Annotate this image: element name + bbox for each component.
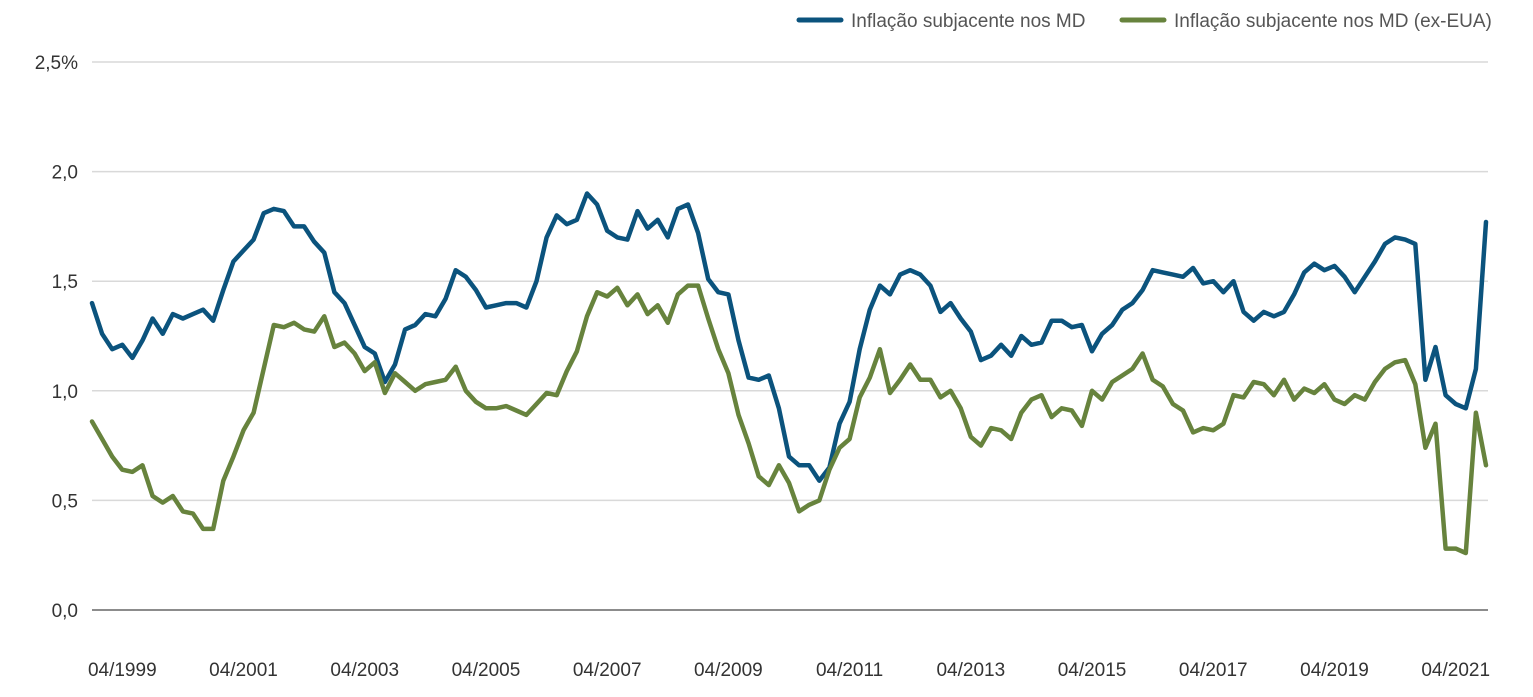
y-tick-label: 1,5 [52, 272, 78, 293]
y-tick-label: 1,0 [52, 382, 78, 403]
x-tick-label: 04/2007 [573, 660, 642, 681]
series-line-md-ex-us [89, 283, 1489, 556]
legend-item-md-ex-us[interactable]: Inflação subjacente nos MD (ex-EUA) [1119, 11, 1492, 32]
x-tick-label: 04/2003 [330, 660, 399, 681]
x-tick-label: 04/1999 [88, 660, 157, 681]
y-tick-label: 0,5 [52, 491, 78, 512]
x-tick-label: 04/2005 [452, 660, 521, 681]
x-tick-label: 04/2011 [816, 660, 883, 681]
x-tick-label: 04/2009 [694, 660, 763, 681]
y-tick-label: 2,5% [35, 53, 78, 74]
x-tick-label: 04/2019 [1300, 660, 1369, 681]
x-tick-label: 04/2013 [936, 660, 1005, 681]
x-tick-label: 04/2001 [209, 660, 278, 681]
y-axis-ticks: 0,0 0,5 1,0 1,5 2,0 2,5% [35, 53, 78, 622]
legend-label-md: Inflação subjacente nos MD [851, 11, 1085, 32]
legend: Inflação subjacente nos MD Inflação subj… [796, 11, 1492, 32]
y-tick-label: 2,0 [52, 163, 78, 184]
legend-item-md[interactable]: Inflação subjacente nos MD [796, 11, 1085, 32]
x-tick-label: 04/2021 [1421, 660, 1490, 681]
gridlines [92, 61, 1488, 611]
x-axis-ticks: 04/1999 04/2001 04/2003 04/2005 04/2007 04/20… [88, 660, 1490, 681]
y-tick-label: 0,0 [52, 601, 78, 622]
x-tick-label: 04/2017 [1179, 660, 1248, 681]
series-lines [89, 191, 1489, 556]
x-tick-label: 04/2015 [1058, 660, 1127, 681]
series-line-md [89, 191, 1489, 483]
legend-label-md-ex-us: Inflação subjacente nos MD (ex-EUA) [1174, 11, 1492, 32]
